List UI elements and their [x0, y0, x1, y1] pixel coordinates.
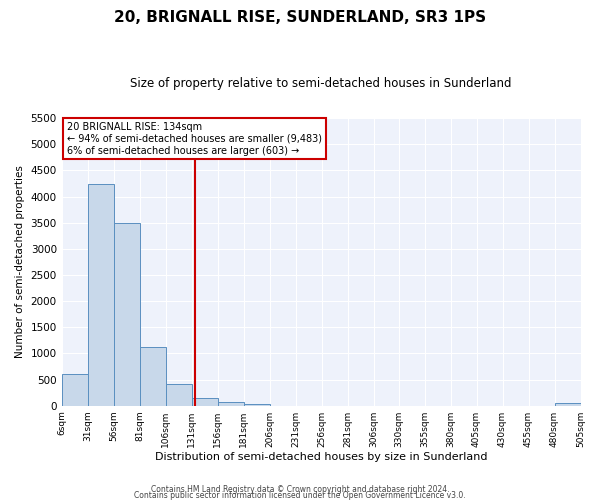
Text: Contains HM Land Registry data © Crown copyright and database right 2024.: Contains HM Land Registry data © Crown c… [151, 484, 449, 494]
Text: 20, BRIGNALL RISE, SUNDERLAND, SR3 1PS: 20, BRIGNALL RISE, SUNDERLAND, SR3 1PS [114, 10, 486, 25]
Title: Size of property relative to semi-detached houses in Sunderland: Size of property relative to semi-detach… [130, 78, 512, 90]
Bar [218, 402, 244, 406]
X-axis label: Distribution of semi-detached houses by size in Sunderland: Distribution of semi-detached houses by … [155, 452, 487, 462]
Bar [62, 374, 88, 406]
Text: 20 BRIGNALL RISE: 134sqm
← 94% of semi-detached houses are smaller (9,483)
6% of: 20 BRIGNALL RISE: 134sqm ← 94% of semi-d… [67, 122, 322, 156]
Bar [244, 404, 269, 406]
Bar [554, 404, 581, 406]
Bar [191, 398, 218, 406]
Bar [140, 347, 166, 406]
Bar [166, 384, 191, 406]
Bar [113, 222, 140, 406]
Y-axis label: Number of semi-detached properties: Number of semi-detached properties [15, 166, 25, 358]
Bar [88, 184, 113, 406]
Text: Contains public sector information licensed under the Open Government Licence v3: Contains public sector information licen… [134, 490, 466, 500]
